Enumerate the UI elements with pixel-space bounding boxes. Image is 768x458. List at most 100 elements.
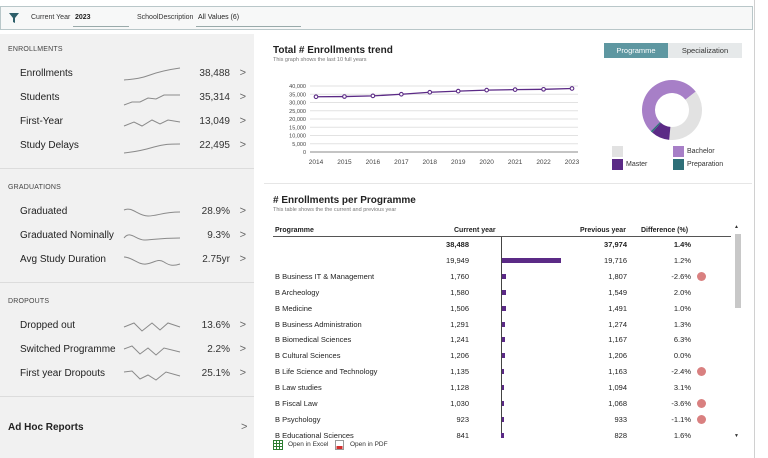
table-row[interactable]: 38,488 37,974 1.4% xyxy=(273,238,731,252)
school-value[interactable]: All Values (6) xyxy=(198,14,240,21)
kpi-row[interactable]: Switched Programme 2.2% > xyxy=(0,340,254,360)
donut-slice-other[interactable] xyxy=(669,91,702,140)
table-row[interactable]: B Law studies 1,128 1,094 3.1% xyxy=(273,381,731,395)
col-previous-header[interactable]: Previous year xyxy=(580,227,626,234)
chevron-right-icon[interactable]: > xyxy=(239,67,246,79)
y-tick-label: 15,000 xyxy=(289,125,306,131)
chevron-right-icon[interactable]: > xyxy=(241,421,248,433)
sparkline xyxy=(123,234,181,241)
kpi-panel: ENROLLMENTS GRADUATIONS DROPOUTS Enrollm… xyxy=(0,34,254,458)
chevron-right-icon[interactable]: > xyxy=(239,253,246,265)
trend-point[interactable] xyxy=(455,88,461,94)
chevron-right-icon[interactable]: > xyxy=(239,319,246,331)
filter-bar: Current Year 2023 SchoolDescription All … xyxy=(0,6,753,30)
trend-point[interactable] xyxy=(484,87,490,93)
table-row[interactable]: B Psychology 923 933 -1.1% xyxy=(273,413,731,427)
programme-type-donut xyxy=(642,80,702,140)
sparkline xyxy=(123,143,181,154)
kpi-row[interactable]: First year Dropouts 25.1% > xyxy=(0,364,254,384)
filter-icon[interactable] xyxy=(8,12,20,24)
kpi-label: Avg Study Duration xyxy=(20,254,106,265)
x-tick-label: 2018 xyxy=(423,159,438,166)
col-difference-header[interactable]: Difference (%) xyxy=(641,227,689,234)
ad-hoc-reports-link[interactable]: Ad Hoc Reports xyxy=(8,422,84,433)
col-current-header[interactable]: Current year xyxy=(454,227,496,234)
donut-slice-master[interactable] xyxy=(652,122,671,140)
table-row[interactable]: B Fiscal Law 1,030 1,068 -3.6% xyxy=(273,397,731,411)
trend-point[interactable] xyxy=(512,87,518,92)
table-row[interactable]: 19,949 19,716 1.2% xyxy=(273,254,731,268)
open-in-excel-link[interactable]: Open in Excel xyxy=(288,441,329,448)
previous-year-value: 1,807 xyxy=(608,271,627,281)
programme-name: B Biomedical Sciences xyxy=(275,335,352,345)
kpi-value: 38,488 xyxy=(199,68,230,79)
previous-year-value: 1,549 xyxy=(608,287,627,297)
current-year-value: 38,488 xyxy=(446,240,469,249)
divider xyxy=(0,396,254,397)
scroll-up-icon[interactable]: ▲ xyxy=(734,224,739,230)
tab-programme[interactable]: Programme xyxy=(604,43,668,58)
table-row[interactable]: B Life Science and Technology 1,135 1,163 -… xyxy=(273,365,731,379)
trend-point[interactable] xyxy=(313,94,319,100)
difference-value: 0.0% xyxy=(673,351,691,361)
school-label: SchoolDescription xyxy=(137,14,194,21)
difference-value: -3.6% xyxy=(671,399,691,408)
table-row[interactable]: B Business Administration 1,291 1,274 1.3% xyxy=(273,318,731,332)
trend-point[interactable] xyxy=(342,94,347,99)
table-row[interactable]: B Educational Sciences 841 828 1.6% xyxy=(273,429,731,443)
trend-point[interactable] xyxy=(398,91,404,97)
current-year-value: 923 xyxy=(456,414,469,424)
y-tick-label: 25,000 xyxy=(289,109,306,115)
window-edge xyxy=(754,0,755,458)
chevron-right-icon[interactable]: > xyxy=(239,91,246,103)
x-tick-label: 2021 xyxy=(508,159,523,166)
donut-slice-preparation[interactable] xyxy=(650,122,661,133)
table-row[interactable]: B Archeology 1,580 1,549 2.0% xyxy=(273,286,731,300)
kpi-row[interactable]: Enrollments 38,488 > xyxy=(0,64,254,84)
scroll-down-icon[interactable]: ▼ xyxy=(734,433,739,439)
kpi-row[interactable]: First-Year 13,049 > xyxy=(0,112,254,132)
y-tick-label: 40,000 xyxy=(289,84,306,90)
current-year-bar xyxy=(501,273,507,279)
kpi-value: 2.2% xyxy=(207,344,230,355)
open-in-pdf-link[interactable]: Open in PDF xyxy=(350,441,388,448)
trend-point[interactable] xyxy=(427,89,433,95)
table-row[interactable]: B Medicine 1,506 1,491 1.0% xyxy=(273,302,731,316)
current-year-bar xyxy=(501,337,505,343)
kpi-row[interactable]: Dropped out 13.6% > xyxy=(0,316,254,336)
previous-year-value: 1,274 xyxy=(608,319,627,329)
chevron-right-icon[interactable]: > xyxy=(239,115,246,127)
kpi-row[interactable]: Students 35,314 > xyxy=(0,88,254,108)
pdf-icon[interactable] xyxy=(335,440,344,450)
previous-year-value: 37,974 xyxy=(604,240,627,249)
table-row[interactable]: B Cultural Sciences 1,206 1,206 0.0% xyxy=(273,349,731,363)
sparkline xyxy=(123,322,181,332)
kpi-row[interactable]: Graduated Nominally 9.3% > xyxy=(0,226,254,246)
current-year-value[interactable]: 2023 xyxy=(75,14,91,21)
scrollbar-thumb[interactable] xyxy=(735,234,741,308)
trend-point[interactable] xyxy=(569,86,575,91)
table-row[interactable]: B Business IT & Management 1,760 1,807 -2.6… xyxy=(273,270,731,284)
tab-specialization[interactable]: Specialization xyxy=(668,43,742,58)
chevron-right-icon[interactable]: > xyxy=(239,343,246,355)
difference-value: 6.3% xyxy=(673,335,691,345)
y-tick-label: 35,000 xyxy=(289,92,306,98)
chevron-right-icon[interactable]: > xyxy=(239,367,246,379)
kpi-row[interactable]: Study Delays 22,495 > xyxy=(0,136,254,156)
legend-master: Master xyxy=(626,161,648,168)
chevron-right-icon[interactable]: > xyxy=(239,139,246,151)
trend-point[interactable] xyxy=(541,86,546,92)
difference-value: -1.1% xyxy=(671,414,691,424)
col-programme-header[interactable]: Programme xyxy=(275,227,314,234)
donut-slice-bachelor[interactable] xyxy=(642,80,696,132)
chevron-right-icon[interactable]: > xyxy=(239,205,246,217)
chevron-right-icon[interactable]: > xyxy=(239,229,246,241)
trend-point[interactable] xyxy=(370,93,376,99)
kpi-row[interactable]: Avg Study Duration 2.75yr > xyxy=(0,250,254,270)
table-title: # Enrollments per Programme xyxy=(273,195,416,206)
current-year-value: 1,135 xyxy=(450,367,469,377)
kpi-row[interactable]: Graduated 28.9% > xyxy=(0,202,254,222)
sparkline xyxy=(123,94,180,106)
table-row[interactable]: B Biomedical Sciences 1,241 1,167 6.3% xyxy=(273,333,731,347)
excel-icon[interactable] xyxy=(273,440,283,450)
